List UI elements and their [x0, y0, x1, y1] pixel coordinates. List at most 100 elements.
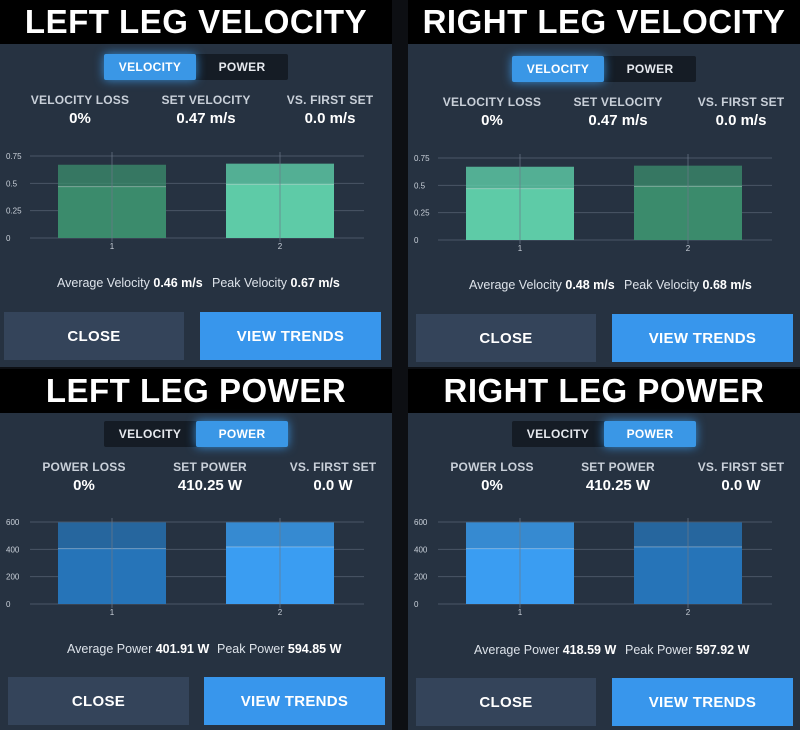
- y-tick-label: 400: [6, 545, 20, 554]
- set-velocity-stat: SET VELOCITY 0.47 m/s: [558, 95, 678, 129]
- power-chart: 0 200 400 600 1 2: [408, 514, 800, 618]
- stats-row: VELOCITY LOSS 0% SET VELOCITY 0.47 m/s V…: [0, 93, 392, 133]
- stat-value: 410.25 W: [585, 477, 651, 494]
- chart-svg: 0 0.25 0.5 0.75 1 2: [6, 152, 364, 251]
- stat-value: 0.47 m/s: [176, 110, 236, 127]
- average-label: Average Power: [67, 642, 153, 656]
- power-tab[interactable]: POWER: [604, 421, 696, 447]
- peak-label: Peak Power: [625, 643, 693, 657]
- left-leg-velocity-panel: LEFT LEG VELOCITY VELOCITY POWER VELOCIT…: [0, 0, 392, 367]
- velocity-chart: 0 0.25 0.5 0.75 1 2: [0, 148, 392, 252]
- power-loss-stat: POWER LOSS 0%: [432, 460, 552, 494]
- stat-label: POWER LOSS: [450, 460, 534, 474]
- stat-value: 0%: [69, 110, 91, 127]
- panel-title: RIGHT LEG POWER: [443, 372, 765, 409]
- peak-label: Peak Velocity: [624, 278, 700, 292]
- velocity-tab[interactable]: VELOCITY: [118, 427, 182, 441]
- view-trends-button[interactable]: VIEW TRENDS: [612, 678, 793, 726]
- power-tab[interactable]: POWER: [626, 62, 674, 76]
- stat-label: VS. FIRST SET: [697, 460, 785, 474]
- y-tick-label: 0: [6, 600, 11, 609]
- y-tick-label: 200: [414, 573, 428, 582]
- metric-toggle: VELOCITY POWER: [104, 54, 288, 80]
- y-tick-label: 600: [414, 518, 428, 527]
- panel-header: RIGHT LEG VELOCITY: [408, 0, 800, 44]
- stats-row: POWER LOSS 0% SET POWER 410.25 W VS. FIR…: [408, 460, 800, 500]
- stat-value: 0%: [481, 112, 503, 129]
- x-tick-label: 2: [278, 242, 283, 251]
- stat-label: POWER LOSS: [42, 460, 126, 474]
- chart-svg: 0 200 400 600 1 2: [414, 518, 772, 617]
- average-value: 0.46 m/s: [153, 276, 203, 290]
- peak-value: 0.68 m/s: [702, 278, 752, 292]
- velocity-loss-stat: VELOCITY LOSS 0%: [20, 93, 140, 127]
- velocity-tab[interactable]: VELOCITY: [104, 54, 196, 80]
- y-tick-label: 400: [414, 545, 428, 554]
- x-tick-label: 2: [278, 608, 283, 617]
- metric-toggle: VELOCITY POWER: [104, 421, 288, 447]
- stat-value: 0%: [73, 477, 95, 494]
- average-value: 418.59 W: [562, 643, 617, 657]
- peak-value: 0.67 m/s: [290, 276, 340, 290]
- chart-svg: 0 0.25 0.5 0.75 1 2: [414, 154, 772, 253]
- velocity-tab[interactable]: VELOCITY: [526, 427, 590, 441]
- close-button[interactable]: CLOSE: [416, 314, 596, 362]
- metric-toggle: VELOCITY POWER: [512, 56, 696, 82]
- x-tick-label: 1: [518, 608, 523, 617]
- y-tick-label: 0.25: [414, 209, 430, 218]
- stat-value: 0.0 W: [313, 477, 353, 494]
- y-tick-label: 0: [6, 234, 11, 243]
- close-button[interactable]: CLOSE: [416, 678, 596, 726]
- view-trends-button[interactable]: VIEW TRENDS: [612, 314, 793, 362]
- stat-label: SET POWER: [581, 460, 655, 474]
- stat-label: VELOCITY LOSS: [442, 95, 542, 109]
- y-tick-label: 0.75: [6, 152, 22, 161]
- vs-first-set-stat: VS. FIRST SET 0.0 m/s: [681, 95, 800, 129]
- power-chart: 0 200 400 600 1 2: [0, 514, 392, 618]
- peak-value: 597.92 W: [695, 643, 750, 657]
- velocity-loss-stat: VELOCITY LOSS 0%: [432, 95, 552, 129]
- close-button[interactable]: CLOSE: [4, 312, 184, 360]
- panel-title: LEFT LEG VELOCITY: [24, 3, 368, 40]
- stat-value: 0.0 W: [721, 477, 761, 494]
- y-tick-label: 0.5: [414, 181, 426, 190]
- peak-summary: Peak Velocity 0.68 m/s: [624, 278, 752, 292]
- set-power-stat: SET POWER 410.25 W: [150, 460, 270, 494]
- right-leg-power-panel: RIGHT LEG POWER VELOCITY POWER POWER LOS…: [408, 369, 800, 730]
- x-tick-label: 1: [110, 608, 115, 617]
- stat-label: VELOCITY LOSS: [30, 93, 130, 107]
- panel-title: RIGHT LEG VELOCITY: [422, 3, 786, 40]
- x-tick-label: 2: [686, 608, 691, 617]
- stat-label: VS. FIRST SET: [289, 460, 377, 474]
- vs-first-set-stat: VS. FIRST SET 0.0 W: [273, 460, 392, 494]
- stat-label: SET VELOCITY: [573, 95, 663, 109]
- peak-summary: Peak Power 594.85 W: [217, 642, 341, 656]
- close-button[interactable]: CLOSE: [8, 677, 189, 725]
- peak-label: Peak Power: [217, 642, 285, 656]
- average-label: Average Velocity: [469, 278, 562, 292]
- y-tick-label: 200: [6, 573, 20, 582]
- view-trends-button[interactable]: VIEW TRENDS: [200, 312, 381, 360]
- set-velocity-stat: SET VELOCITY 0.47 m/s: [146, 93, 266, 127]
- summary-row: Average Velocity 0.48 m/s Peak Velocity …: [408, 278, 800, 298]
- stat-value: 0.47 m/s: [588, 112, 648, 129]
- panel-title: LEFT LEG POWER: [45, 372, 347, 409]
- velocity-tab[interactable]: VELOCITY: [512, 56, 604, 82]
- view-trends-button[interactable]: VIEW TRENDS: [204, 677, 385, 725]
- y-tick-label: 0.25: [6, 207, 22, 216]
- x-tick-label: 2: [686, 244, 691, 253]
- power-tab[interactable]: POWER: [218, 60, 266, 74]
- y-tick-label: 600: [6, 518, 20, 527]
- velocity-chart: 0 0.25 0.5 0.75 1 2: [408, 150, 800, 254]
- chart-svg: 0 200 400 600 1 2: [6, 518, 364, 617]
- stat-value: 0.0 m/s: [715, 112, 767, 129]
- y-tick-label: 0: [414, 236, 419, 245]
- panel-header: LEFT LEG VELOCITY: [0, 0, 392, 44]
- average-label: Average Power: [474, 643, 560, 657]
- y-tick-label: 0.75: [414, 154, 430, 163]
- y-tick-label: 0: [414, 600, 419, 609]
- power-tab[interactable]: POWER: [196, 421, 288, 447]
- stats-row: POWER LOSS 0% SET POWER 410.25 W VS. FIR…: [0, 460, 392, 500]
- average-label: Average Velocity: [57, 276, 150, 290]
- stat-label: VS. FIRST SET: [697, 95, 785, 109]
